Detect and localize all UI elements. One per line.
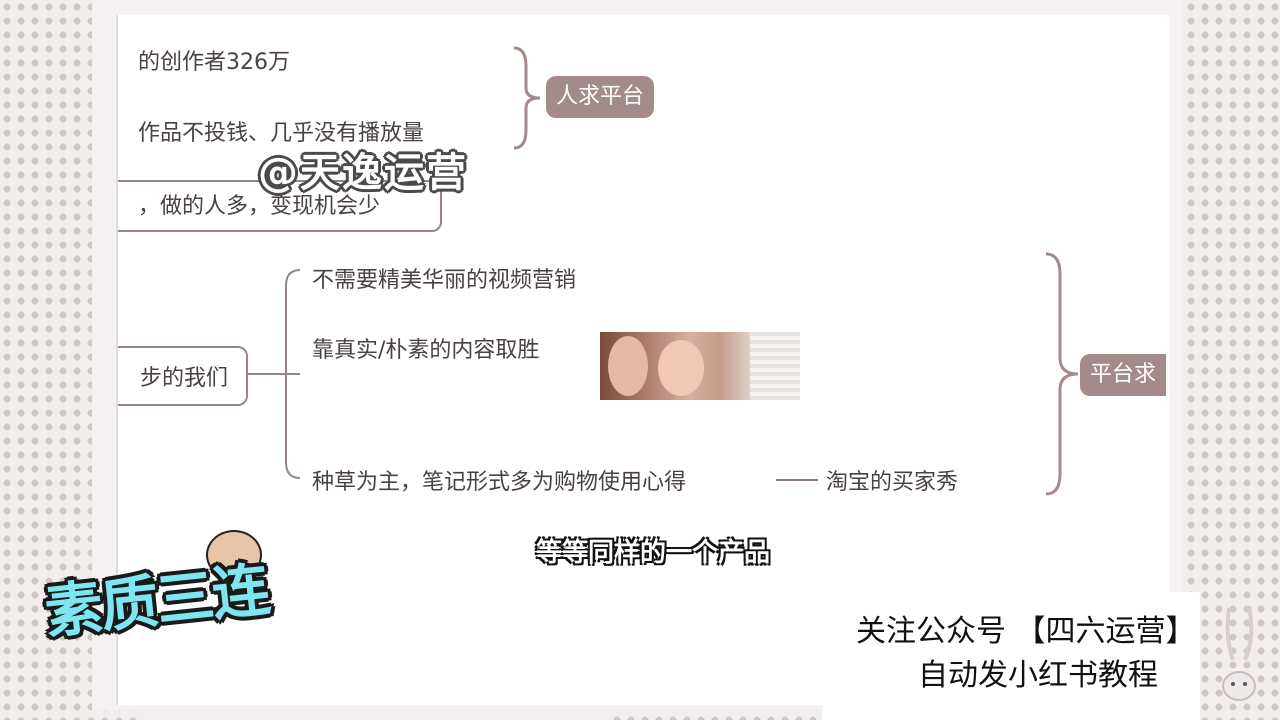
bunny-icon	[1222, 605, 1256, 701]
left-node-box	[118, 346, 248, 406]
branch-2: 靠真实/朴素的内容取胜	[312, 338, 540, 363]
top-item-3: ，做的人多，变现机会少	[138, 194, 381, 219]
brace-top	[513, 46, 541, 150]
branch-1: 不需要精美华丽的视频营销	[312, 268, 577, 293]
sticker: 素质三连	[30, 520, 310, 680]
top-item-3-box	[118, 180, 442, 232]
sticker-face-icon	[206, 530, 262, 580]
sticker-text: 素质三连	[41, 555, 272, 647]
left-node: 步的我们	[140, 366, 229, 391]
top-item-1: 的创作者326万	[138, 50, 290, 75]
top-item-2: 作品不投钱、几乎没有播放量	[138, 121, 425, 146]
watermark: @天逸运营	[258, 150, 468, 196]
promo-box: 关注公众号 【四六运营】 自动发小红书教程	[822, 592, 1200, 720]
branch-3: 种草为主，笔记形式多为购物使用心得	[312, 470, 687, 495]
brace-right	[1045, 252, 1079, 496]
tag-top: 人求平台	[546, 76, 655, 118]
tag-right: 平台求	[1080, 354, 1167, 396]
promo-line-1: 关注公众号 【四六运营】	[856, 614, 1196, 649]
example-photo	[600, 332, 800, 400]
promo-line-2: 自动发小红书教程	[918, 658, 1158, 693]
branch-connector	[246, 269, 301, 479]
branch-3-suffix: 淘宝的买家秀	[826, 470, 959, 495]
branch-3-dash	[776, 479, 818, 481]
video-subtitle: 等等同样的一个产品	[535, 538, 770, 568]
